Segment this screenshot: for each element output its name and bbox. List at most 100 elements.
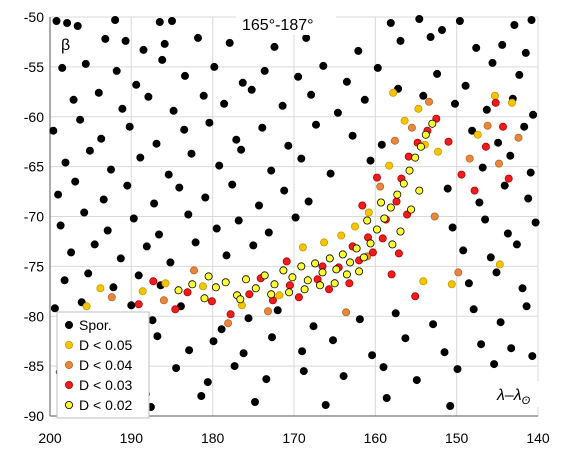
data-point — [455, 16, 464, 25]
data-point — [419, 91, 428, 100]
y-tick-label: -65 — [24, 159, 44, 175]
data-point — [107, 165, 116, 174]
xlabel-background — [493, 381, 541, 407]
data-point — [254, 201, 263, 210]
data-point — [224, 319, 233, 328]
data-point — [142, 242, 151, 251]
data-point — [97, 134, 106, 143]
legend-entry: D < 0.04 — [79, 357, 133, 373]
data-point — [247, 85, 256, 94]
data-point — [198, 282, 207, 291]
data-point — [461, 81, 470, 90]
data-point — [150, 199, 159, 208]
data-point — [251, 284, 260, 293]
x-axis-label: λ–λʘ — [496, 387, 531, 407]
data-point — [350, 222, 359, 231]
data-point — [337, 231, 346, 240]
data-point — [175, 183, 184, 192]
data-point — [148, 316, 157, 325]
data-point — [416, 142, 425, 151]
data-point — [363, 216, 372, 225]
data-point — [526, 168, 535, 177]
data-point — [478, 163, 487, 172]
data-point — [415, 14, 424, 23]
data-point — [250, 397, 259, 406]
data-point — [521, 48, 530, 57]
data-point — [328, 336, 337, 345]
data-point — [228, 180, 237, 189]
data-point — [378, 234, 387, 243]
legend-entry: Spor. — [79, 317, 112, 333]
data-point — [368, 351, 377, 360]
data-point — [136, 153, 145, 162]
data-point — [342, 308, 351, 317]
data-point — [180, 125, 189, 134]
y-tick-label: -55 — [24, 59, 44, 75]
data-point — [373, 63, 382, 72]
data-point — [50, 304, 59, 313]
data-point — [444, 137, 453, 146]
data-point — [171, 305, 180, 314]
data-point — [496, 318, 505, 327]
ylabel-background — [58, 33, 76, 55]
data-point — [152, 139, 161, 148]
data-point — [167, 16, 176, 25]
data-point — [285, 281, 294, 290]
data-point — [352, 244, 361, 253]
x-tick-label: 150 — [445, 430, 469, 446]
data-point — [520, 122, 529, 131]
data-point — [134, 271, 143, 280]
data-point — [481, 215, 490, 224]
data-point — [267, 290, 276, 299]
data-point — [298, 347, 307, 356]
data-point — [380, 214, 389, 223]
data-point — [481, 142, 490, 151]
data-point — [315, 281, 324, 290]
data-point — [326, 169, 335, 178]
data-point — [486, 253, 495, 262]
data-point — [297, 154, 306, 163]
data-point — [144, 92, 153, 101]
legend-marker — [65, 320, 74, 329]
data-point — [288, 273, 297, 282]
data-point — [491, 98, 500, 107]
chart-title: 165°-187° — [242, 17, 314, 34]
data-point — [355, 315, 364, 324]
data-point — [396, 227, 405, 236]
x-tick-label: 200 — [38, 430, 62, 446]
data-point — [267, 166, 276, 175]
data-point — [200, 294, 209, 303]
data-point — [443, 184, 452, 193]
data-point — [180, 71, 189, 80]
legend-marker — [65, 400, 74, 409]
data-point — [514, 133, 523, 142]
data-point — [318, 268, 327, 277]
data-point — [262, 375, 271, 384]
data-point — [164, 170, 173, 179]
data-point — [504, 174, 513, 183]
data-point — [377, 140, 386, 149]
data-point — [311, 259, 320, 268]
data-point — [54, 190, 63, 199]
data-point — [285, 288, 294, 297]
data-point — [407, 123, 416, 132]
data-point — [385, 161, 394, 170]
data-point — [129, 214, 138, 223]
data-point — [237, 145, 246, 154]
data-point — [159, 296, 168, 305]
series-1 — [82, 88, 516, 311]
data-point — [221, 278, 230, 287]
data-point — [529, 110, 538, 119]
data-point — [81, 59, 90, 68]
data-point — [112, 66, 121, 75]
data-point — [475, 198, 484, 207]
legend-marker — [65, 360, 74, 369]
data-point — [498, 40, 507, 49]
data-point — [507, 344, 516, 353]
data-point — [99, 195, 108, 204]
data-point — [364, 208, 373, 217]
data-point — [412, 376, 421, 385]
data-point — [393, 190, 402, 199]
data-point — [215, 161, 224, 170]
